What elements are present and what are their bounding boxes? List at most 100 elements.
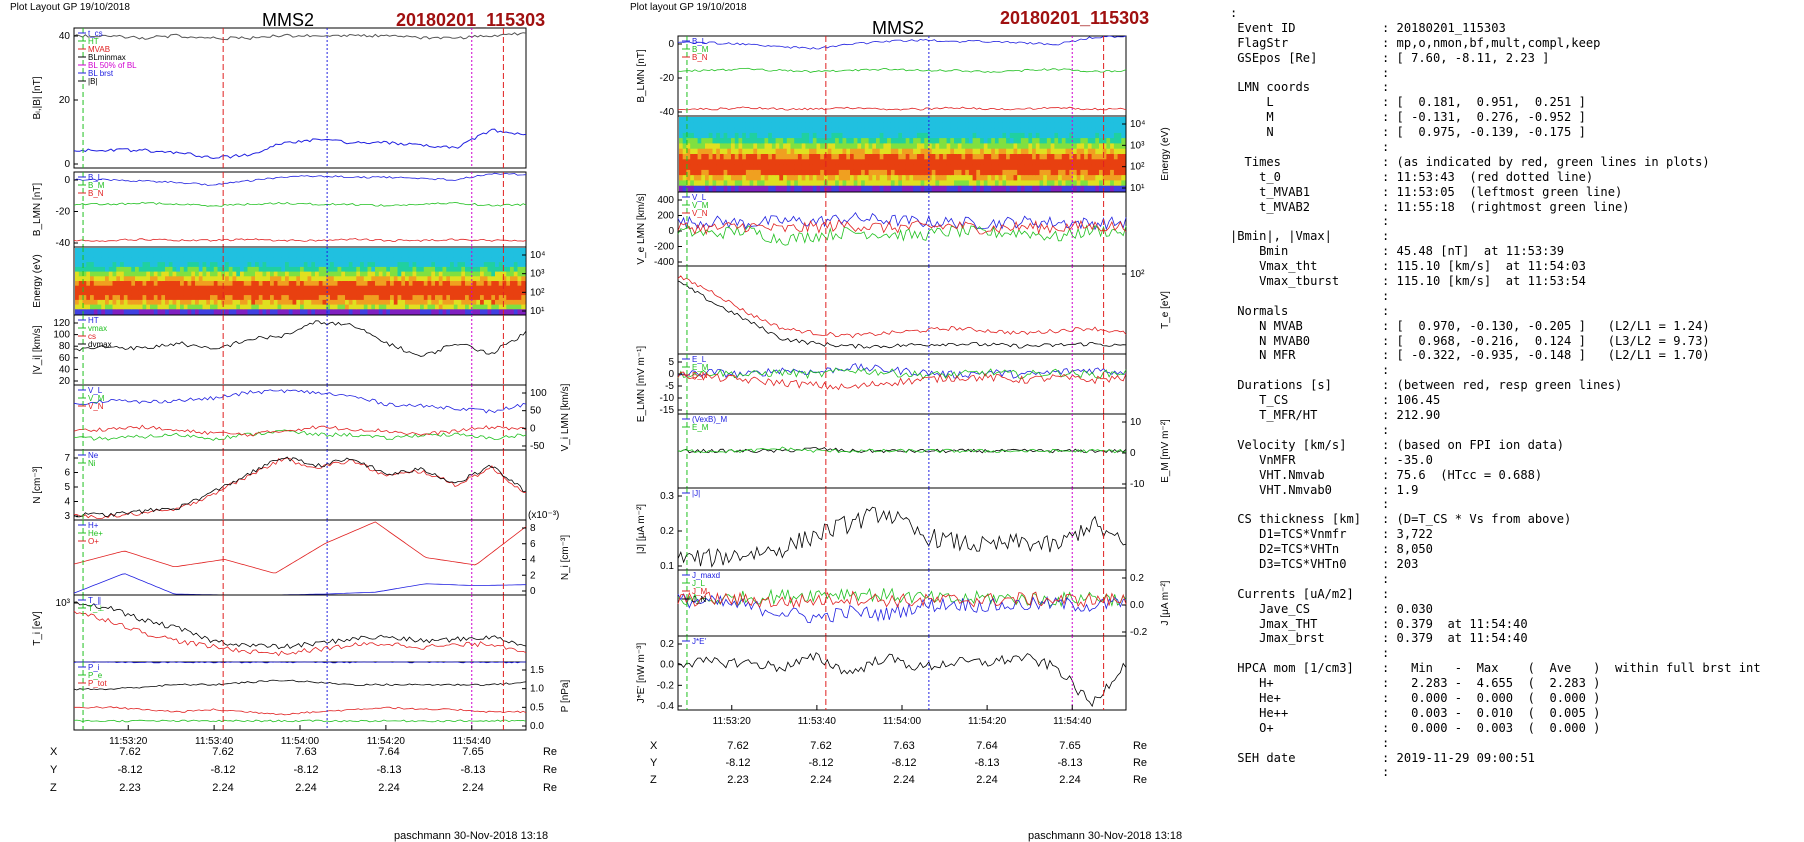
info-line: t_MVAB2: 11:55:18 (rightmost green line): [1230, 200, 1761, 215]
spectrogram-cell: [1006, 169, 1011, 176]
spectrogram-cell: [775, 132, 780, 139]
spectrogram-cell: [972, 117, 977, 123]
spectrogram-cell: [101, 266, 106, 273]
spectrogram-cell: [742, 154, 747, 160]
spectrogram-cell: [1076, 143, 1081, 150]
spectrogram-cell: [360, 281, 365, 287]
spectrogram-cell: [697, 148, 702, 155]
left-plot-header: Plot Layout GP 19/10/2018: [10, 2, 130, 13]
spectrogram-cell: [97, 309, 102, 315]
spectrogram-cell: [1032, 159, 1037, 166]
spectrogram-cell: [1069, 132, 1074, 139]
middle-pos-x: 7.64: [976, 740, 998, 752]
spectrogram-cell: [768, 169, 773, 176]
spectrogram-cell: [745, 127, 751, 134]
spectrogram-cell: [281, 248, 286, 254]
spectrogram-cell: [288, 266, 294, 273]
y-tick-label: -0.4: [657, 701, 675, 712]
spectrogram-cell: [476, 271, 481, 277]
panel-y-label: P [nPa]: [560, 679, 571, 712]
spectrogram-cell: [311, 271, 316, 277]
spectrogram-cell: [679, 148, 684, 155]
spectrogram-cell: [742, 148, 747, 155]
spectrogram-cell: [138, 276, 144, 282]
spectrogram-cell: [1113, 117, 1119, 123]
spectrogram-cell: [513, 304, 519, 310]
spectrogram-cell: [1099, 154, 1104, 160]
spectrogram-cell: [1006, 117, 1011, 123]
spectrogram-cell: [502, 262, 507, 268]
spectrogram-cell: [1002, 122, 1007, 129]
spectrogram-cell: [240, 271, 245, 277]
spectrogram-cell: [764, 127, 769, 134]
spectrogram-cell: [942, 159, 948, 166]
spectrogram-cell: [697, 180, 702, 187]
spectrogram-cell: [1061, 127, 1066, 134]
spectrogram-cell: [1117, 117, 1122, 123]
spectrogram-cell: [198, 299, 204, 306]
spectrogram-cell: [1046, 180, 1052, 187]
spectrogram-cell: [367, 266, 372, 273]
spectrogram-cell: [101, 276, 106, 282]
spectrogram-cell: [1121, 148, 1126, 155]
spectrogram-cell: [805, 143, 810, 150]
spectrogram-cell: [946, 159, 951, 166]
series-line: [73, 601, 527, 650]
left-pos-x: 7.64: [378, 746, 400, 758]
spectrogram-cell: [1039, 175, 1044, 181]
spectrogram-cell: [292, 257, 297, 263]
spectrogram-cell: [902, 138, 907, 144]
spectrogram-cell: [783, 122, 788, 129]
panel-y-label: Energy (eV): [1160, 127, 1171, 180]
spectrogram-cell: [998, 180, 1003, 187]
spectrogram-cell: [386, 276, 391, 282]
spectrogram-cell: [281, 295, 286, 301]
spectrogram-cell: [742, 159, 747, 166]
spectrogram-cell: [939, 180, 944, 187]
spectrogram-cell: [191, 266, 196, 273]
spectrogram-cell: [1121, 164, 1126, 171]
spectrogram-cell: [950, 117, 955, 123]
spectrogram-cell: [281, 304, 286, 310]
spectrogram-cell: [318, 266, 324, 273]
spectrogram-cell: [1095, 122, 1100, 129]
spectrogram-cell: [217, 248, 222, 254]
spectrogram-cell: [957, 185, 962, 192]
spectrogram-cell: [240, 262, 245, 268]
spectrogram-cell: [679, 164, 684, 171]
spectrogram-cell: [909, 143, 914, 150]
spectrogram-cell: [846, 127, 851, 134]
spectrogram-cell: [957, 154, 962, 160]
spectrogram-cell: [236, 304, 241, 310]
series-line: [677, 587, 1127, 608]
spectrogram-cell: [961, 143, 966, 150]
spectrogram-cell: [371, 262, 376, 268]
spectrogram-cell: [345, 276, 350, 282]
spectrogram-cell: [161, 290, 166, 296]
spectrogram-cell: [262, 257, 267, 263]
spectrogram-cell: [794, 127, 799, 134]
spectrogram-cell: [97, 271, 102, 277]
spectrogram-cell: [679, 159, 684, 166]
chart-panel: E_LMN [mV m⁻¹] 50-5-10-15E_LE_ME_N: [636, 346, 1127, 422]
spectrogram-cell: [180, 295, 185, 301]
spectrogram-cell: [902, 180, 907, 187]
middle-pos-unit: Re: [1132, 757, 1148, 769]
spectrogram-cell: [180, 266, 185, 273]
spectrogram-cell: [465, 252, 470, 258]
spectrogram-cell: [288, 248, 294, 254]
spectrogram-cell: [82, 252, 87, 258]
spectrogram-cell: [850, 154, 855, 160]
spectrogram-cell: [363, 290, 369, 296]
spectrogram-cell: [341, 309, 346, 315]
spectrogram-cell: [86, 271, 91, 277]
spectrogram-cell: [1028, 148, 1033, 155]
spectrogram-cell: [939, 122, 944, 129]
spectrogram-cell: [727, 164, 732, 171]
spectrogram-cell: [446, 295, 451, 301]
spectrogram-cell: [483, 248, 489, 254]
spectrogram-cell: [827, 122, 832, 129]
spectrogram-cell: [835, 122, 840, 129]
spectrogram-cell: [983, 169, 988, 176]
left-pos-unit: Re: [542, 764, 558, 776]
